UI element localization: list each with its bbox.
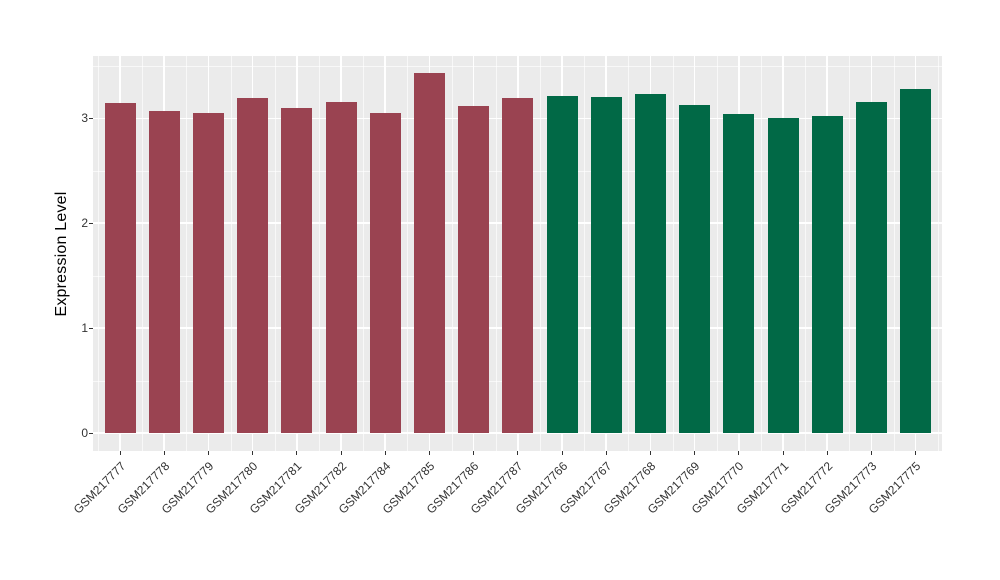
x-tick-mark xyxy=(296,451,298,455)
y-tick-label: 3 xyxy=(81,111,88,126)
x-tick-mark xyxy=(605,451,607,455)
x-minor-gridline xyxy=(893,56,895,451)
y-tick-label: 0 xyxy=(81,426,88,440)
x-tick-mark xyxy=(694,451,696,455)
x-minor-gridline xyxy=(407,56,409,451)
x-minor-gridline xyxy=(584,56,586,451)
bar-GSM217769 xyxy=(679,104,711,433)
x-minor-gridline xyxy=(495,56,497,451)
x-tick-mark xyxy=(163,451,165,455)
bar-GSM217772 xyxy=(811,116,843,433)
x-minor-gridline xyxy=(97,56,99,451)
x-tick-mark xyxy=(870,451,872,455)
x-tick-mark xyxy=(119,451,121,455)
x-tick-mark xyxy=(384,451,386,455)
plot-panel xyxy=(93,56,942,451)
x-minor-gridline xyxy=(937,56,939,451)
x-minor-gridline xyxy=(628,56,630,451)
x-tick-mark xyxy=(207,451,209,455)
x-minor-gridline xyxy=(760,56,762,451)
x-minor-gridline xyxy=(805,56,807,451)
x-tick-mark xyxy=(782,451,784,455)
x-tick-mark xyxy=(649,451,651,455)
x-tick-mark xyxy=(252,451,254,455)
x-minor-gridline xyxy=(716,56,718,451)
bar-GSM217784 xyxy=(369,113,401,433)
x-minor-gridline xyxy=(363,56,365,451)
bar-GSM217775 xyxy=(900,88,932,433)
y-tick-mark xyxy=(89,222,93,224)
x-minor-gridline xyxy=(672,56,674,451)
x-tick-mark xyxy=(915,451,917,455)
bar-GSM217771 xyxy=(767,118,799,433)
x-tick-mark xyxy=(738,451,740,455)
x-minor-gridline xyxy=(318,56,320,451)
x-tick-mark xyxy=(340,451,342,455)
bar-GSM217773 xyxy=(855,101,887,433)
x-tick-mark xyxy=(517,451,519,455)
bar-GSM217779 xyxy=(192,113,224,433)
bar-GSM217777 xyxy=(104,102,136,433)
x-tick-mark xyxy=(826,451,828,455)
y-tick-mark xyxy=(89,432,93,434)
bar-GSM217766 xyxy=(546,96,578,433)
bar-GSM217782 xyxy=(325,101,357,433)
bar-GSM217770 xyxy=(723,114,755,433)
bar-GSM217786 xyxy=(458,105,490,433)
x-minor-gridline xyxy=(539,56,541,451)
y-axis-title: Expression Level xyxy=(53,191,70,317)
x-minor-gridline xyxy=(274,56,276,451)
bar-GSM217785 xyxy=(413,73,445,433)
y-tick-label: 2 xyxy=(81,216,88,231)
x-minor-gridline xyxy=(186,56,188,451)
x-tick-mark xyxy=(561,451,563,455)
y-tick-label: 1 xyxy=(81,321,88,336)
y-tick-mark xyxy=(89,327,93,329)
x-tick-mark xyxy=(473,451,475,455)
bar-GSM217780 xyxy=(237,98,269,433)
bar-GSM217778 xyxy=(148,110,180,433)
x-minor-gridline xyxy=(230,56,232,451)
x-minor-gridline xyxy=(451,56,453,451)
bar-GSM217768 xyxy=(634,94,666,433)
y-tick-mark xyxy=(89,117,93,119)
bar-GSM217787 xyxy=(502,98,534,433)
bar-GSM217781 xyxy=(281,107,313,433)
x-minor-gridline xyxy=(849,56,851,451)
x-tick-mark xyxy=(428,451,430,455)
x-minor-gridline xyxy=(142,56,144,451)
bar-GSM217767 xyxy=(590,97,622,433)
